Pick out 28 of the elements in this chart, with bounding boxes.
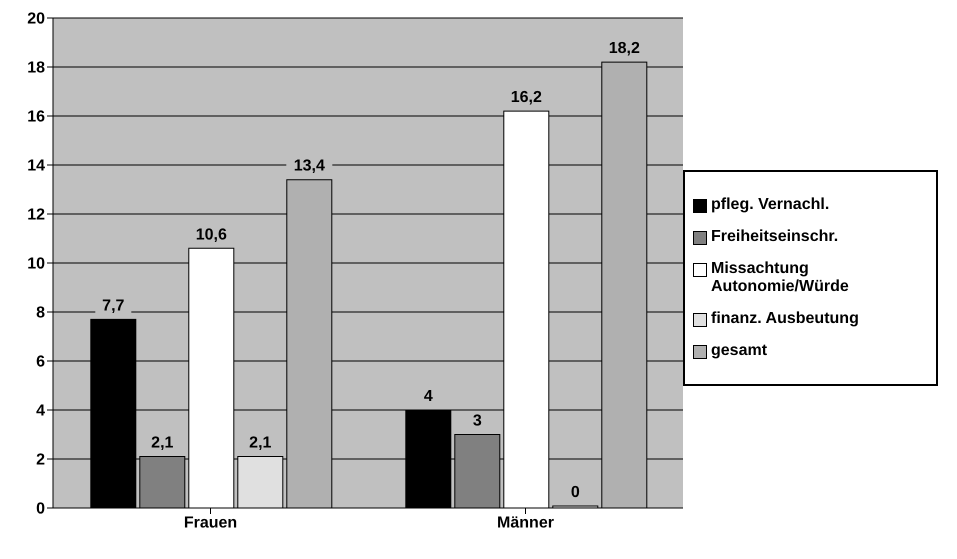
legend-label: gesamt	[711, 342, 768, 360]
data-label: 10,6	[196, 226, 227, 244]
legend-label: Freiheitseinschr.	[711, 228, 838, 246]
legend-label: Missachtung Autonomie/Würde	[711, 260, 850, 296]
y-tick-label: 4	[36, 402, 46, 420]
data-label: 13,4	[294, 158, 325, 175]
y-tick-label: 18	[27, 60, 46, 77]
data-label: 3	[472, 412, 482, 430]
data-label: 2,1	[249, 434, 272, 452]
data-label: 4	[424, 388, 433, 405]
y-tick-label: 10	[27, 256, 46, 273]
y-tick-label: 16	[27, 108, 46, 126]
legend-label: pfleg. Vernachl.	[711, 196, 830, 214]
data-label: 7,7	[102, 297, 125, 314]
y-tick-label: 14	[27, 158, 46, 175]
y-tick-label: 6	[36, 354, 46, 371]
data-label: 16,2	[510, 89, 542, 106]
y-tick-label: 2	[36, 452, 46, 469]
x-tick-label: Frauen	[184, 514, 238, 532]
y-tick-label: 0	[36, 500, 46, 518]
x-tick-label: Männer	[497, 514, 554, 532]
legend-label: finanz. Ausbeutung	[711, 310, 859, 328]
y-tick-label: 8	[36, 304, 46, 322]
data-label: 18,2	[608, 40, 640, 58]
y-tick-label: 20	[27, 10, 46, 28]
data-label: 2,1	[151, 434, 174, 452]
data-label: 0	[570, 484, 580, 501]
y-tick-label: 12	[27, 206, 46, 224]
